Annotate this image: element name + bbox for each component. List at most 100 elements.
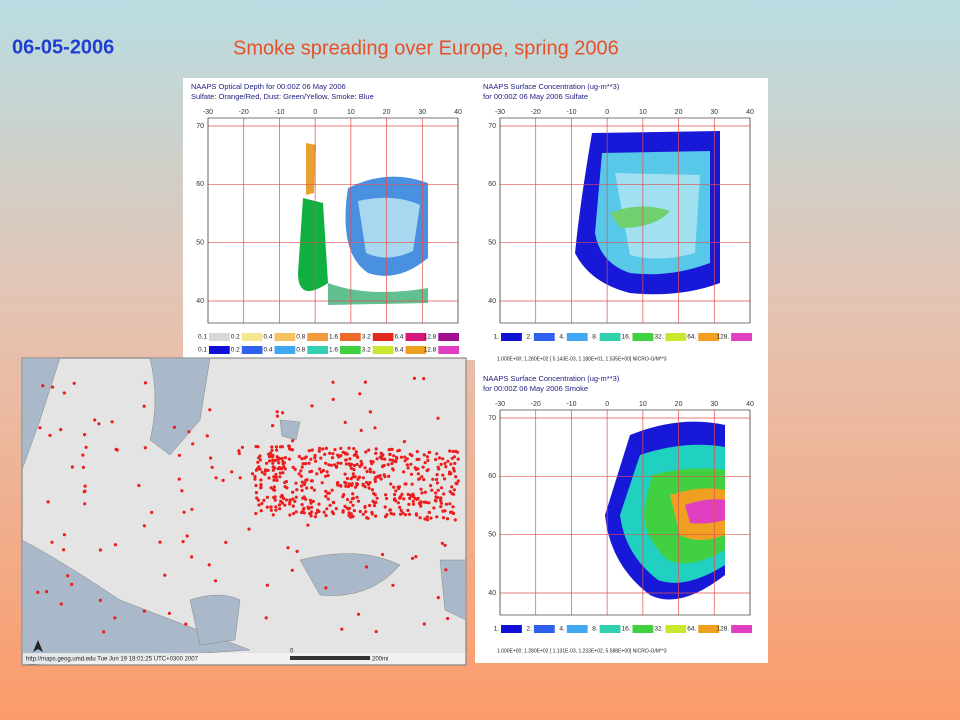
- lon-label: 30: [418, 109, 426, 116]
- fire-point: [451, 492, 455, 496]
- fire-point: [449, 462, 453, 466]
- fire-point: [436, 416, 440, 420]
- legend-swatch: [372, 333, 394, 341]
- legend-swatch: [307, 346, 328, 354]
- lon-label: 10: [347, 109, 355, 116]
- north-arrow: [33, 640, 43, 652]
- legend-label: 0.2: [231, 347, 240, 354]
- fire-point: [305, 486, 309, 490]
- fire-point: [393, 492, 397, 497]
- fire-point: [446, 459, 450, 463]
- legend-label: 8.: [592, 334, 598, 341]
- fire-point: [309, 514, 313, 518]
- fire-point: [423, 490, 427, 494]
- fire-point: [306, 523, 310, 527]
- fire-point: [300, 488, 304, 492]
- scale-label: 200mi: [372, 657, 388, 663]
- fire-point: [230, 470, 234, 474]
- legend-swatch: [665, 333, 687, 341]
- fire-point: [300, 510, 304, 515]
- fire-point: [358, 509, 362, 514]
- fire-point: [365, 480, 369, 485]
- fire-point: [271, 424, 275, 428]
- legend-swatch: [340, 346, 361, 354]
- fire-point: [345, 476, 349, 481]
- fire-point: [277, 503, 282, 507]
- fire-point: [380, 457, 384, 461]
- fire-point: [290, 568, 294, 572]
- fire-point: [406, 508, 410, 512]
- fire-point: [399, 455, 403, 459]
- fire-point: [143, 446, 147, 450]
- fire-point: [371, 460, 375, 464]
- fire-point: [343, 480, 347, 484]
- fire-point: [330, 456, 335, 460]
- fire-point: [416, 496, 420, 500]
- fire-point: [327, 491, 331, 495]
- fire-point: [294, 510, 298, 514]
- fire-point: [365, 469, 369, 474]
- fire-point: [455, 482, 459, 486]
- fire-point: [373, 426, 377, 430]
- fire-point: [280, 493, 284, 497]
- fire-point: [277, 461, 281, 465]
- fire-point: [299, 469, 303, 473]
- fire-point: [359, 428, 363, 432]
- fire-point: [371, 499, 375, 503]
- fire-point: [292, 511, 296, 516]
- fire-point: [270, 448, 274, 452]
- fire-point: [83, 433, 87, 437]
- fire-point: [368, 410, 372, 414]
- lat-label: 60: [196, 181, 204, 188]
- fire-point: [325, 507, 329, 511]
- fire-point: [380, 552, 385, 557]
- fire-point: [48, 433, 52, 437]
- fire-point: [294, 481, 298, 485]
- fire-point: [411, 502, 416, 506]
- fire-point: [426, 458, 430, 462]
- fire-point: [177, 453, 181, 457]
- fire-point: [283, 503, 287, 507]
- fire-point: [320, 481, 324, 485]
- fire-point: [349, 477, 353, 481]
- fire-point: [383, 475, 387, 479]
- legend-label: 0.4: [263, 334, 272, 341]
- fire-point: [435, 515, 439, 519]
- fire-point: [293, 499, 297, 503]
- map-frame: [499, 117, 751, 324]
- fire-point: [444, 502, 449, 506]
- fire-point: [339, 446, 343, 450]
- fire-point: [284, 498, 289, 502]
- concentration-area: [306, 143, 316, 195]
- legend-label: 0.4: [263, 347, 272, 354]
- fire-point: [388, 452, 392, 456]
- fire-point: [318, 467, 322, 471]
- fire-point: [410, 556, 415, 560]
- lon-label: 40: [746, 109, 754, 116]
- lat-label: 40: [488, 298, 496, 305]
- fire-point: [375, 496, 379, 500]
- fire-point: [415, 450, 419, 454]
- fire-point: [328, 451, 332, 455]
- sea: [189, 594, 241, 646]
- fire-point: [399, 512, 403, 516]
- fire-point: [396, 485, 400, 489]
- fire-point: [399, 508, 403, 512]
- lon-label: -30: [495, 401, 505, 408]
- fire-point: [288, 498, 292, 502]
- fire-point: [310, 448, 314, 452]
- fire-point: [331, 452, 335, 456]
- fire-point: [343, 504, 347, 508]
- fire-point: [311, 499, 315, 503]
- legend-label: 16.: [621, 626, 630, 633]
- legend-swatch: [533, 625, 555, 633]
- fire-point: [414, 555, 418, 559]
- fire-point: [224, 540, 228, 545]
- fire-point: [406, 492, 410, 496]
- fire-point: [266, 468, 270, 472]
- credit-bar: [23, 653, 465, 664]
- legend-label: 6.4: [394, 347, 403, 354]
- fire-point: [285, 486, 289, 490]
